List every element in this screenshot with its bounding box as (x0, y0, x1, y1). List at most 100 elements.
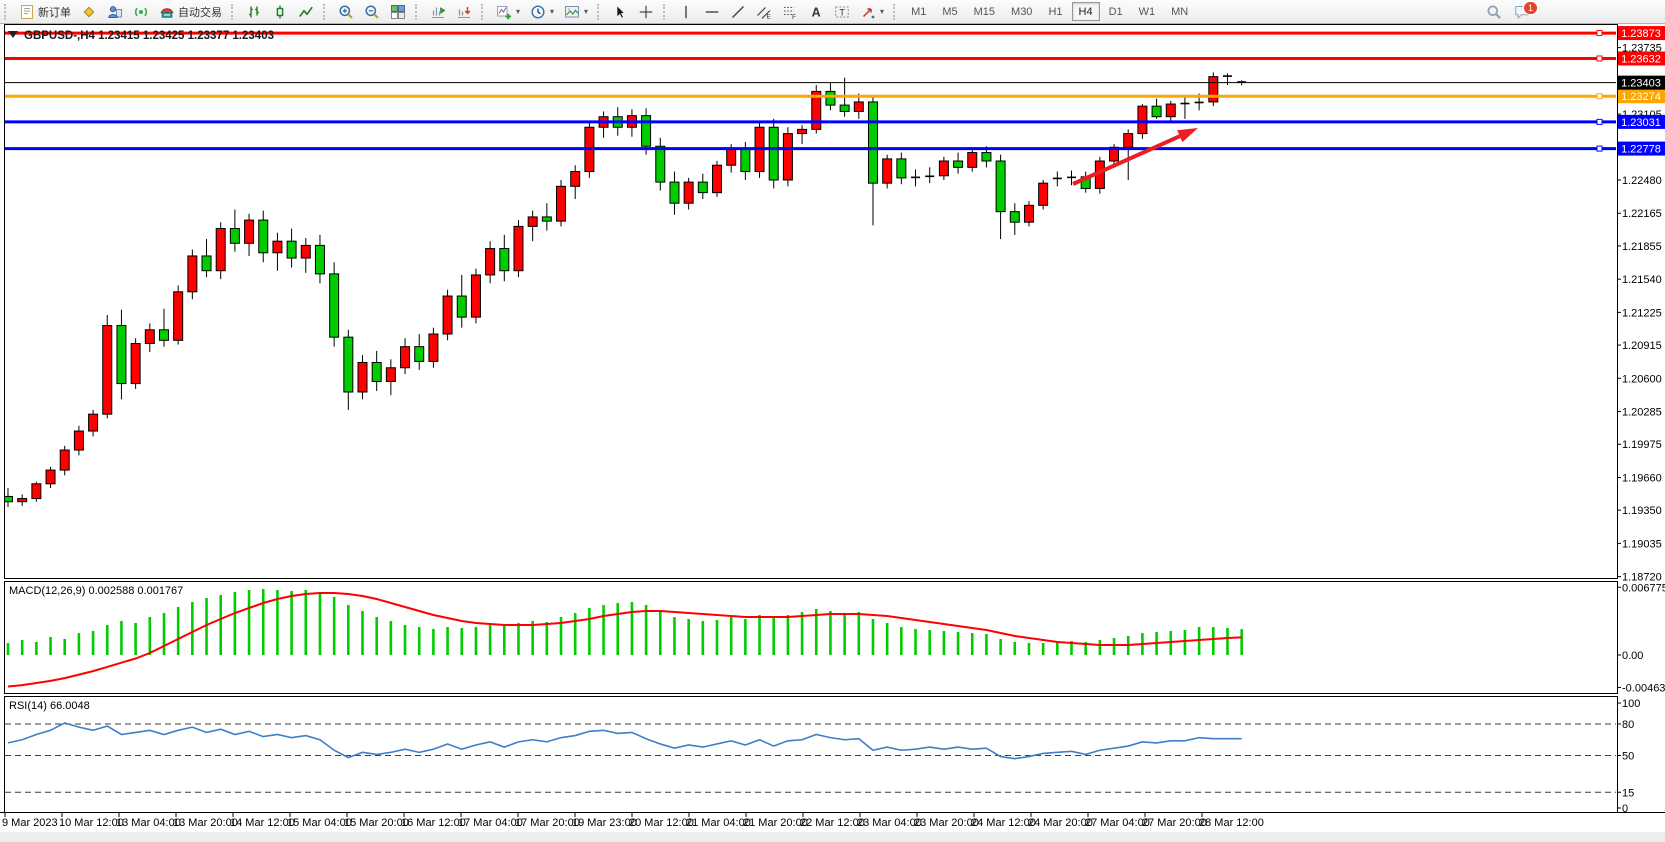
time-label: 23 Mar 20:00 (914, 817, 979, 829)
notification-badge: 1 (1523, 0, 1538, 15)
dropdown-arrow-icon: ▾ (516, 7, 521, 16)
signals-button[interactable] (129, 1, 153, 22)
timeframe-M30[interactable]: M30 (1011, 5, 1033, 18)
symbol-dropdown-icon[interactable] (8, 31, 18, 38)
time-label: 13 Mar 20:00 (173, 817, 238, 829)
hline-1.23274[interactable] (5, 93, 1616, 100)
picture-icon (565, 5, 580, 17)
price-badge-1.23403: 1.23403 (1617, 75, 1665, 90)
zoom-out-button[interactable] (360, 1, 384, 22)
text-label-button[interactable]: T (830, 1, 854, 22)
macd-signal-line (7, 592, 1242, 688)
price-tick-label: 1.21855 (1622, 241, 1662, 253)
indicators-button[interactable]: ▾ (492, 1, 524, 22)
time-label: 9 Mar 2023 (2, 817, 58, 829)
price-tick-label: 1.20600 (1622, 373, 1662, 385)
new-order-button[interactable]: 新订单 (15, 1, 75, 22)
price-tick-label: 1.18720 (1622, 572, 1662, 584)
person-icon (108, 5, 122, 18)
hline-1.23873[interactable] (5, 30, 1616, 37)
time-label: 24 Mar 20:00 (1028, 817, 1093, 829)
toolbar-grip (481, 3, 486, 20)
autotrading-button[interactable]: 自动交易 (155, 1, 226, 22)
autoscroll-icon (458, 6, 471, 18)
time-label: 14 Mar 12:00 (230, 817, 295, 829)
text-button[interactable]: A (804, 1, 828, 22)
timeframe-MN[interactable]: MN (1171, 5, 1189, 18)
notifications-button[interactable]: 1 (1514, 0, 1538, 20)
time-label: 13 Mar 04:00 (116, 817, 181, 829)
price-tick-label: 1.20285 (1622, 407, 1662, 419)
time-label: 20 Mar 12:00 (629, 817, 694, 829)
trend-icon (732, 5, 745, 18)
hline-1.23632[interactable] (5, 55, 1616, 62)
trend-arrow-annotation[interactable] (1072, 128, 1198, 186)
timeframe-M1[interactable]: M1 (911, 5, 927, 18)
fibonacci-button[interactable]: F (778, 1, 802, 22)
crosshair-button[interactable] (634, 1, 658, 22)
timeframe-D1[interactable]: D1 (1108, 5, 1123, 18)
templates-button[interactable]: ▾ (560, 1, 592, 22)
timeframe-M15[interactable]: M15 (973, 5, 996, 18)
svg-text:1.23873: 1.23873 (1621, 28, 1661, 40)
line-chart-button[interactable] (294, 1, 318, 22)
profiles-button[interactable] (77, 1, 101, 22)
bar-chart-button[interactable] (242, 1, 266, 22)
toolbar-grip (231, 3, 236, 20)
strategy-tester-button[interactable] (103, 1, 127, 22)
labelT-icon: T (835, 6, 849, 17)
toolbar-grip (893, 3, 898, 20)
timeframe-H1[interactable]: H1 (1048, 5, 1063, 18)
vertical-line-button[interactable] (674, 1, 698, 22)
zoom-in-button[interactable] (334, 1, 358, 22)
svg-text:1.23031: 1.23031 (1621, 117, 1661, 129)
equidistant-channel-button[interactable]: E (752, 1, 776, 22)
horizontal-line-button[interactable] (700, 1, 724, 22)
price-tick-label: 1.19035 (1622, 538, 1662, 550)
arrows-icon (863, 7, 875, 18)
time-label: 22 Mar 12:00 (800, 817, 865, 829)
price-tick-label: 1.19660 (1622, 472, 1662, 484)
zoomin-icon (339, 4, 353, 19)
price-tick-label: 1.20915 (1622, 340, 1662, 352)
timeframe-M5[interactable]: M5 (942, 5, 958, 18)
macd-pane[interactable] (4, 581, 1618, 694)
shift-icon (432, 6, 446, 18)
chart-shift-button[interactable] (426, 1, 450, 22)
hline-1.22778[interactable] (5, 145, 1616, 152)
auto-scroll-button[interactable] (452, 1, 476, 22)
arrows-button[interactable]: ▾ (856, 1, 888, 22)
autotrade-icon (160, 7, 174, 18)
time-label: 21 Mar 20:00 (743, 817, 808, 829)
svg-text:1.23403: 1.23403 (1621, 78, 1661, 90)
time-label: 27 Mar 04:00 (1085, 817, 1150, 829)
time-label: 21 Mar 04:00 (686, 817, 751, 829)
toolbar-grip (415, 3, 420, 20)
toolbar-grip (323, 3, 328, 20)
tile-windows-button[interactable] (386, 1, 410, 22)
search-button[interactable] (1486, 4, 1502, 20)
timeframe-H4[interactable]: H4 (1071, 2, 1100, 21)
price-axis[interactable]: 1.237351.231051.224801.221651.218551.215… (1617, 26, 1665, 584)
macd-indicator (6, 589, 1243, 688)
hline2-icon (705, 10, 719, 13)
rsi-line (7, 722, 1242, 760)
time-label: 19 Mar 23:00 (572, 817, 637, 829)
svg-text:1.22778: 1.22778 (1621, 144, 1661, 156)
price-chart-pane[interactable] (4, 24, 1618, 579)
cursor-button[interactable] (608, 1, 632, 22)
rsi-pane[interactable] (4, 696, 1618, 813)
price-badge-1.22778: 1.22778 (1617, 141, 1665, 156)
timeframe-W1[interactable]: W1 (1138, 5, 1156, 18)
price-badge-1.23274: 1.23274 (1617, 89, 1665, 104)
macd-tick-label: 0.00 (1622, 650, 1643, 662)
candlestick-chart-button[interactable] (268, 1, 292, 22)
trendline-button[interactable] (726, 1, 750, 22)
time-label: 16 Mar 12:00 (401, 817, 466, 829)
hline-1.23031[interactable] (5, 118, 1616, 125)
bars-icon (249, 6, 259, 17)
periods-button[interactable]: ▾ (526, 1, 558, 22)
rsi-label: RSI(14) 66.0048 (9, 700, 90, 712)
